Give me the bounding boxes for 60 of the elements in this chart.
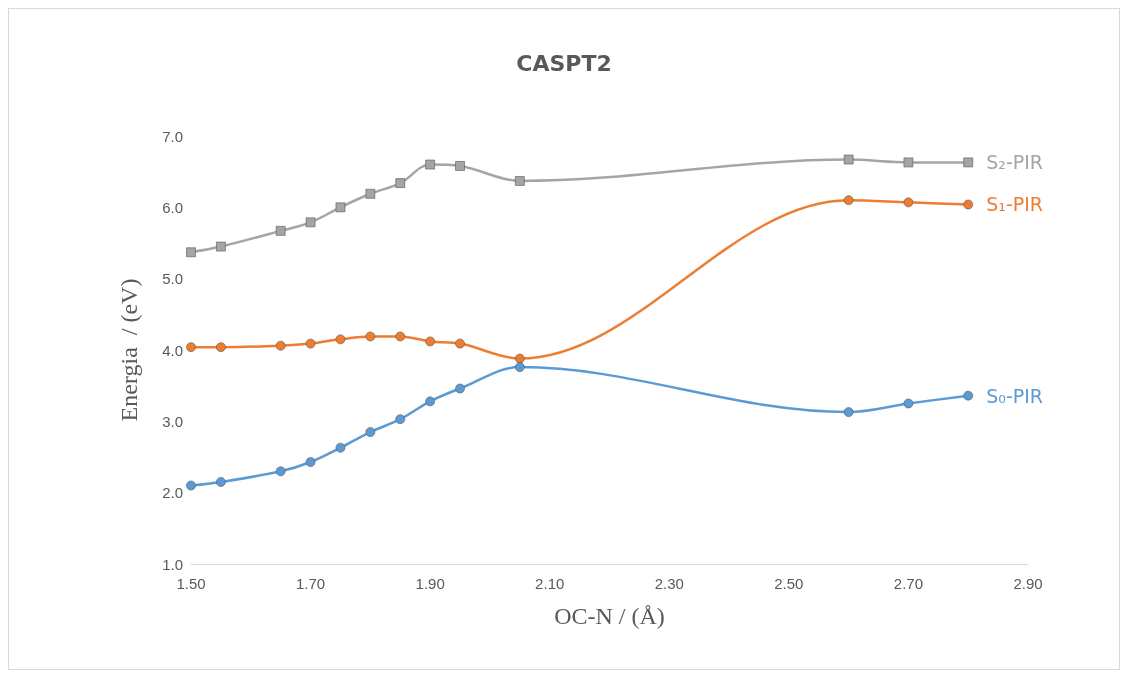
point [843,195,854,205]
point [425,396,435,407]
point [395,414,406,424]
x-tick-label: 1.70 [295,575,326,592]
point [216,477,226,487]
series-label: S₂-PIR [986,151,1044,174]
x-axis-title: OC-N / (Å) [554,603,665,629]
point [365,331,376,342]
point [275,340,286,351]
point [335,202,346,213]
point [305,338,316,349]
point [903,157,914,168]
y-tick-label: 6.0 [162,198,183,216]
point [186,247,196,258]
point [275,226,286,236]
point [515,176,525,186]
x-tick-label: 2.30 [654,575,684,592]
point [335,442,346,453]
point [216,241,226,252]
point [186,480,196,491]
point [455,338,465,349]
y-tick-label: 2.0 [162,484,183,502]
point [305,457,316,467]
point [455,383,465,394]
point [843,154,854,165]
point [455,161,465,171]
y-tick-label: 5.0 [162,270,183,288]
x-tick-label: 2.10 [535,575,565,592]
point [365,188,376,199]
x-tick-label: 1.50 [176,575,206,592]
point [365,427,376,437]
point [425,159,435,170]
point [425,336,435,347]
point [963,157,974,168]
y-axis-title: Energia / (eV) [116,278,142,422]
x-tick-label: 2.70 [893,575,924,592]
point [515,353,525,364]
point [305,217,316,228]
y-tick-label: 4.0 [162,341,183,359]
point [186,342,196,352]
point [216,342,226,352]
chart-title: CASPT2 [516,50,612,76]
series-label: S₀-PIR [986,384,1044,407]
point [515,362,525,372]
point [963,199,974,210]
point [903,197,914,208]
y-tick-label: 3.0 [162,412,183,430]
point [963,390,974,401]
point [903,398,914,409]
point [335,334,346,345]
point [843,407,854,417]
x-tick-label: 2.90 [1013,575,1043,592]
point [395,178,406,188]
series-label: S₁-PIR [986,193,1044,216]
x-tick-label: 1.90 [415,575,445,592]
point [395,331,406,342]
y-tick-label: 1.0 [162,555,183,573]
y-tick-label: 7.0 [162,127,183,145]
x-tick-label: 2.50 [774,575,804,592]
point [275,466,286,477]
